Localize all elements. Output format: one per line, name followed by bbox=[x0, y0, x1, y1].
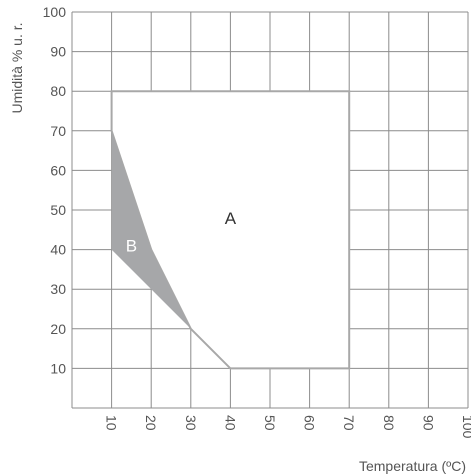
y-tick-label: 10 bbox=[50, 360, 66, 376]
x-tick-label: 20 bbox=[143, 415, 159, 431]
x-tick-label: 40 bbox=[222, 415, 238, 431]
y-tick-label: 70 bbox=[50, 123, 66, 139]
x-tick-label: 80 bbox=[381, 415, 397, 431]
region-labels: AB bbox=[126, 209, 237, 256]
region-label-a: A bbox=[225, 209, 237, 228]
y-tick-label: 20 bbox=[50, 321, 66, 337]
x-tick-label: 30 bbox=[183, 415, 199, 431]
y-tick-label: 30 bbox=[50, 281, 66, 297]
x-tick-label: 60 bbox=[302, 415, 318, 431]
axes bbox=[71, 12, 468, 409]
region-a bbox=[110, 90, 351, 370]
x-tick-label: 70 bbox=[341, 415, 357, 431]
y-tick-label: 60 bbox=[50, 162, 66, 178]
x-tick-label: 90 bbox=[420, 415, 436, 431]
y-tick-label: 80 bbox=[50, 83, 66, 99]
y-axis-label: Umidità % u. r. bbox=[9, 22, 25, 113]
region-b bbox=[111, 130, 191, 329]
region-label-b: B bbox=[126, 237, 137, 256]
x-tick-label: 100 bbox=[460, 415, 471, 439]
regions bbox=[110, 90, 351, 370]
y-tick-label: 100 bbox=[43, 4, 67, 20]
y-tick-label: 40 bbox=[50, 242, 66, 258]
x-tick-labels: 10 20 30 40 50 60 70 80 90 100 bbox=[104, 415, 471, 439]
x-tick-label: 50 bbox=[262, 415, 278, 431]
x-tick-label: 10 bbox=[104, 415, 120, 431]
y-tick-label: 90 bbox=[50, 44, 66, 60]
y-tick-labels: 10 20 30 40 50 60 70 80 90 100 bbox=[43, 4, 67, 376]
x-axis-label: Temperatura (ºC) bbox=[359, 458, 466, 474]
y-tick-label: 50 bbox=[50, 202, 66, 218]
